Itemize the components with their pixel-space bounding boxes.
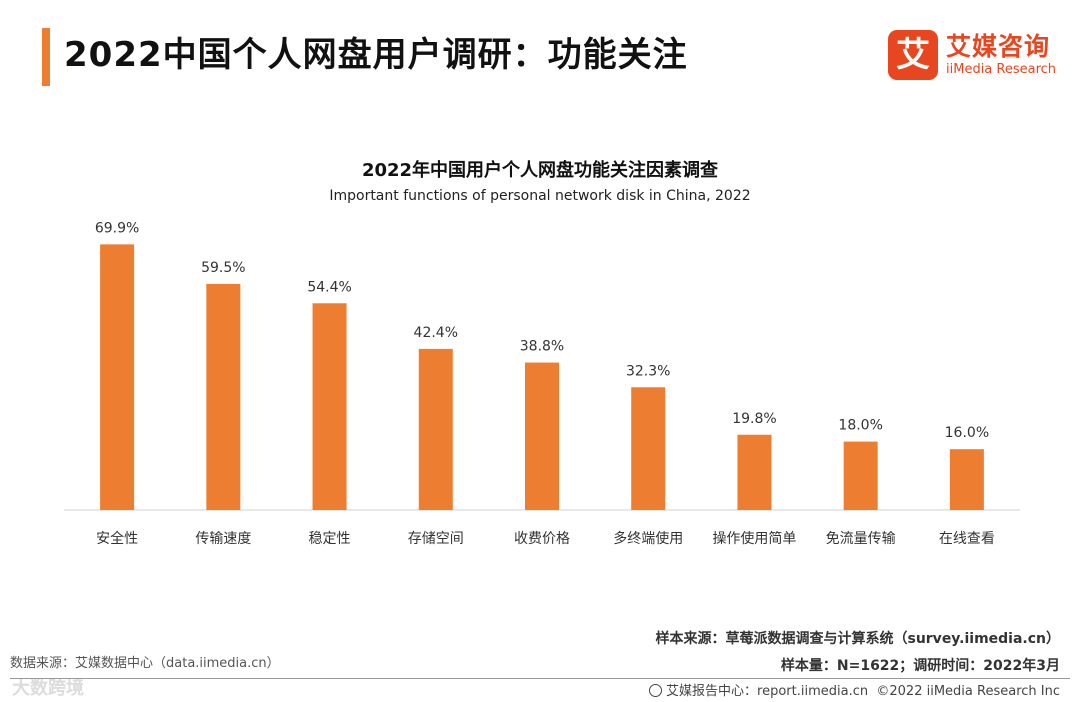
report-center: 艾媒报告中心：report.iimedia.cn (666, 684, 869, 699)
bar-2 (312, 303, 347, 510)
category-label-5: 多终端使用 (613, 530, 683, 547)
chart-title: 2022年中国用户个人网盘功能关注因素调查 (361, 160, 719, 181)
category-label-0: 安全性 (96, 530, 138, 547)
value-label-8: 16.0% (945, 425, 989, 441)
value-label-3: 42.4% (414, 325, 458, 341)
globe-icon (649, 684, 663, 697)
report-footer: 艾媒报告中心：report.iimedia.cn ©2022 iiMedia R… (649, 680, 1060, 699)
title-accent-bar (42, 28, 50, 86)
bar-0 (100, 244, 135, 510)
category-label-1: 传输速度 (195, 531, 251, 547)
bar-3 (418, 348, 453, 510)
sample-info: 样本量：N=1622；调研时间：2022年3月 (780, 658, 1060, 674)
value-label-2: 54.4% (307, 279, 351, 295)
category-label-4: 收费价格 (514, 531, 570, 547)
value-label-7: 18.0% (838, 418, 882, 434)
category-label-2: 稳定性 (309, 531, 351, 547)
value-label-5: 32.3% (626, 363, 670, 379)
bar-5 (631, 387, 666, 510)
bar-8 (949, 449, 984, 510)
chart-subtitle: Important functions of personal network … (329, 188, 751, 204)
category-label-7: 免流量传输 (826, 531, 896, 547)
value-label-6: 19.8% (732, 411, 776, 427)
category-label-3: 存储空间 (408, 531, 464, 547)
category-label-6: 操作使用简单 (712, 530, 796, 547)
category-label-8: 在线查看 (939, 531, 995, 547)
value-label-0: 69.9% (95, 220, 139, 236)
bar-7 (843, 441, 878, 510)
footer-divider (10, 678, 1070, 679)
bar-4 (525, 362, 559, 510)
logo-mark: 艾 (888, 30, 938, 80)
value-label-1: 59.5% (201, 260, 245, 276)
logo-text-cn: 艾媒咨询 (946, 32, 1051, 61)
bar-6 (737, 434, 772, 510)
brand-logo: 艾 艾媒咨询 iiMedia Research (888, 30, 1063, 82)
logo-text-en: iiMedia Research (946, 62, 1057, 77)
bar-1 (206, 283, 241, 510)
watermark: 大数跨境 (12, 678, 84, 699)
copyright: ©2022 iiMedia Research Inc (876, 684, 1060, 699)
page-title: 2022中国个人网盘用户调研：功能关注 (64, 35, 688, 75)
value-label-4: 38.8% (520, 339, 564, 355)
sample-source: 样本来源：草莓派数据调查与计算系统（survey.iimedia.cn） (655, 631, 1060, 647)
data-source: 数据来源：艾媒数据中心（data.iimedia.cn） (10, 656, 280, 671)
